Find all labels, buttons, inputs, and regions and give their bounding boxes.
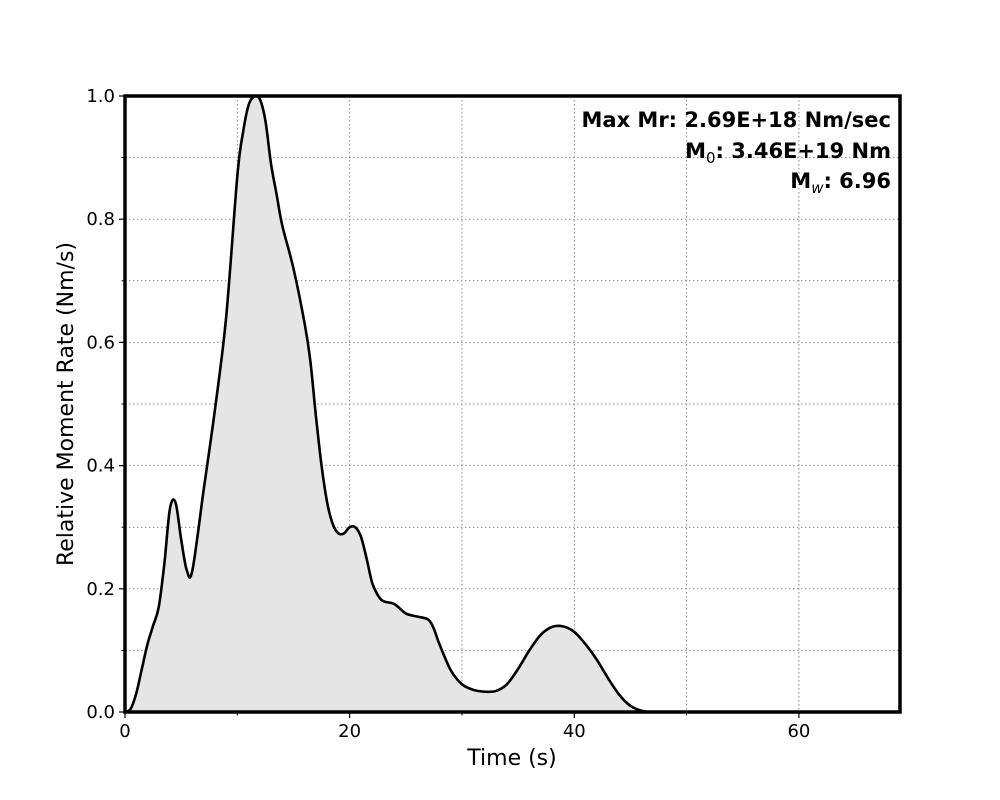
plot-frame [123, 94, 902, 714]
y-tick-label: 0.4 [86, 456, 115, 477]
annotation-block: Max Mr: 2.69E+18 Nm/sec M0: 3.46E+19 Nm … [582, 108, 892, 197]
x-tick-label: 40 [563, 721, 586, 742]
moment-rate-line [124, 94, 900, 714]
x-tick-label: 20 [338, 721, 361, 742]
mw-prefix: M [790, 169, 811, 193]
y-tick-label: 0.8 [86, 209, 115, 230]
y-tick-label: 0.6 [86, 332, 115, 353]
m0-value: : 3.46E+19 Nm [716, 139, 891, 163]
moment-rate-area [125, 95, 900, 713]
moment-magnitude-annotation: Mw: 6.96 [790, 169, 891, 197]
x-tick-label: 60 [787, 721, 810, 742]
m0-subscript: 0 [706, 149, 716, 167]
max-moment-rate-annotation: Max Mr: 2.69E+18 Nm/sec [582, 108, 892, 132]
x-axis-label: Time (s) [466, 746, 556, 771]
y-tick-label: 1.0 [86, 86, 115, 107]
m0-prefix: M [685, 139, 706, 163]
y-tick-label: 0.0 [86, 702, 115, 723]
y-axis-label: Relative Moment Rate (Nm/s) [54, 242, 79, 566]
seismic-moment-annotation: M0: 3.46E+19 Nm [685, 139, 891, 167]
axis-ticks: 0 20 40 60 0.0 0.2 0.4 0.6 0.8 1.0 [86, 86, 810, 742]
x-tick-label: 0 [119, 721, 130, 742]
mw-value: : 6.96 [823, 169, 891, 193]
y-tick-label: 0.2 [86, 579, 115, 600]
mw-subscript: w [811, 179, 824, 197]
